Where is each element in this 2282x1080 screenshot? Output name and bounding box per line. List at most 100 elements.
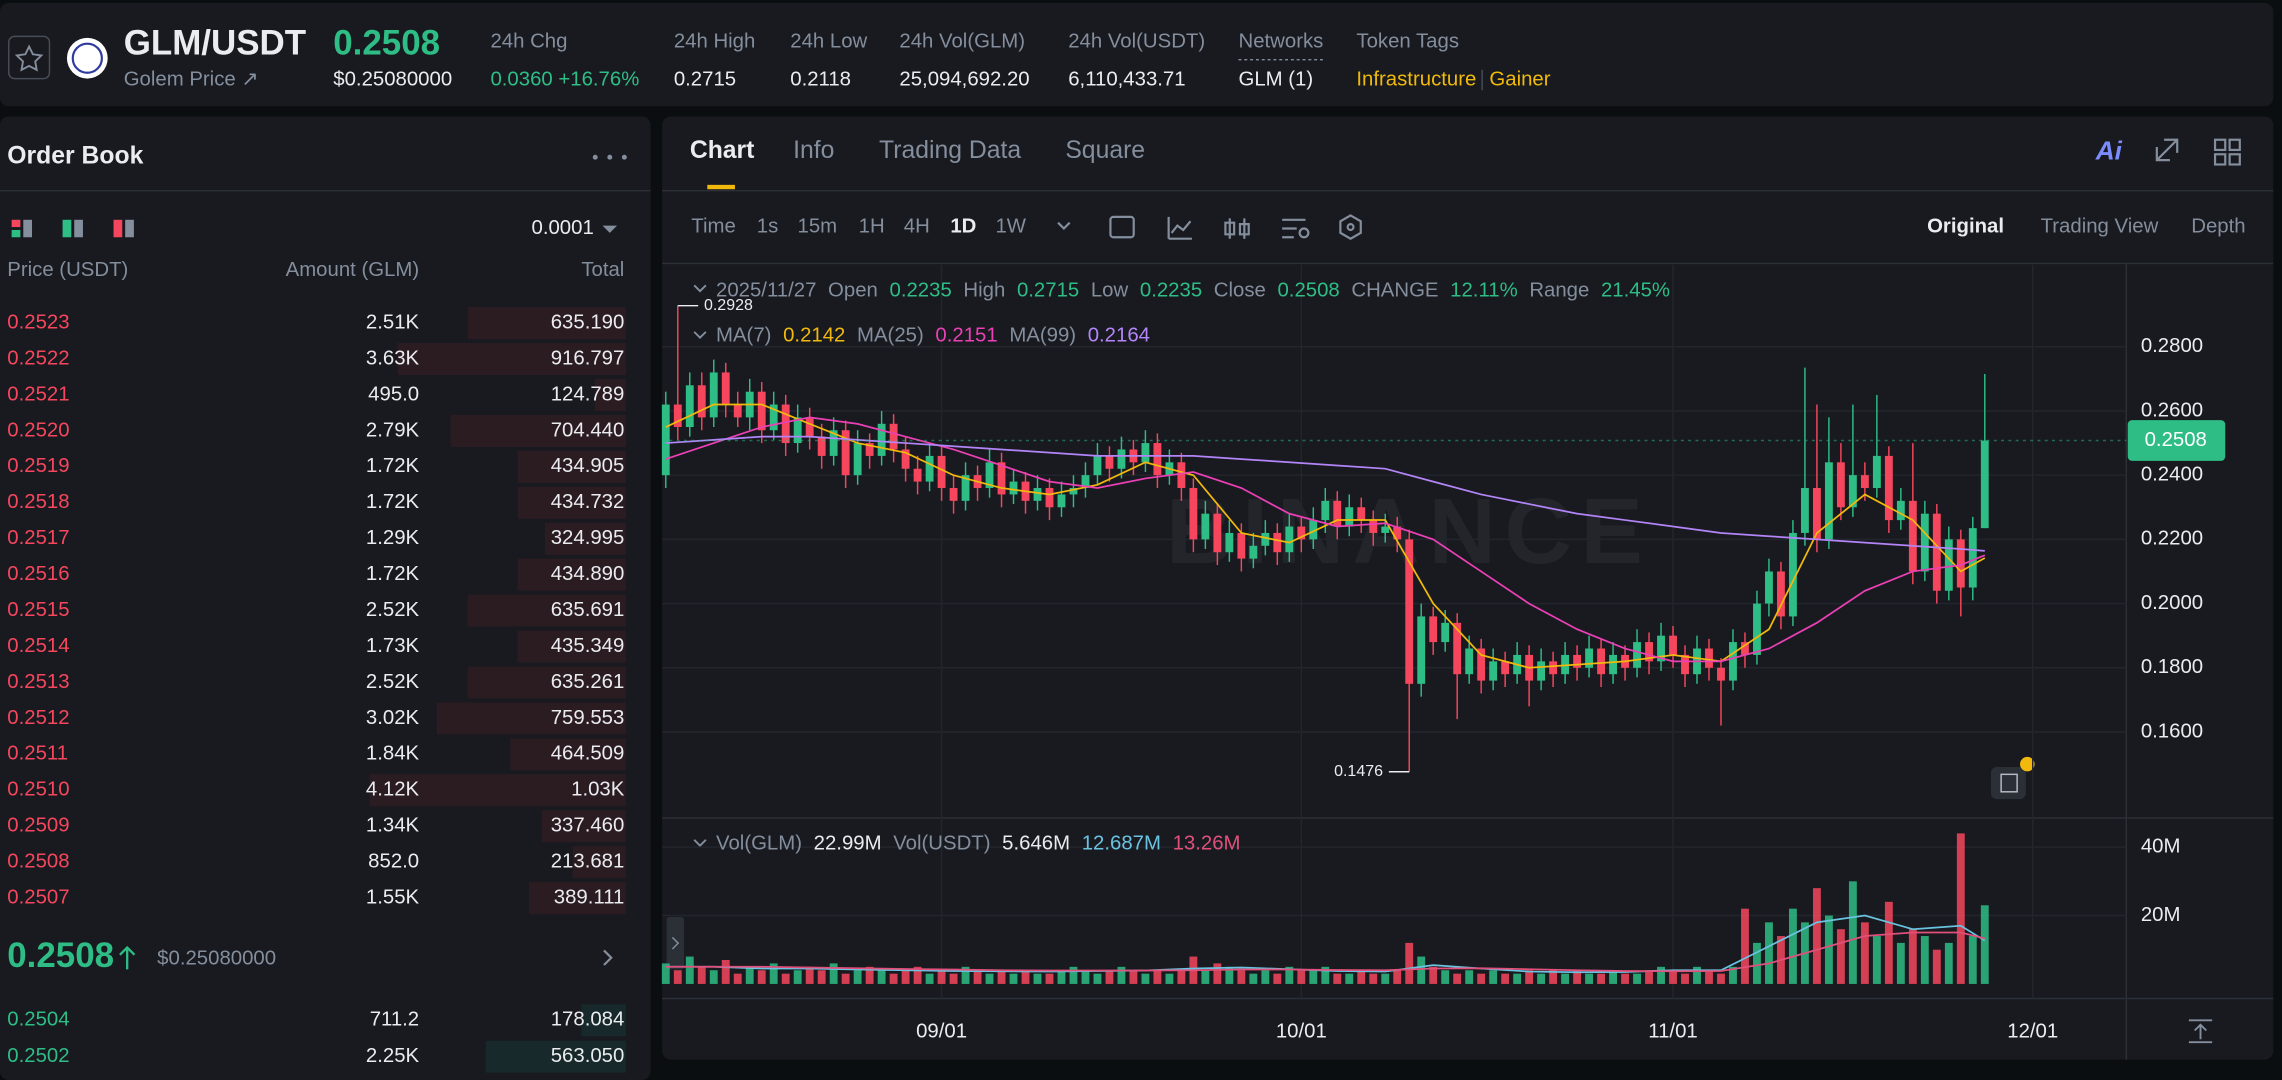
candle-body xyxy=(793,417,802,444)
candle-body xyxy=(1249,545,1258,559)
order-price[interactable]: 0.2504 xyxy=(7,1009,69,1031)
menu-dot[interactable] xyxy=(592,154,598,160)
stat-label: 24h Vol(GLM) xyxy=(899,31,1025,53)
price-link[interactable]: Golem Price ↗ xyxy=(124,68,259,90)
tab[interactable]: Info xyxy=(793,137,834,164)
legend-text: Vol(GLM) xyxy=(716,833,802,855)
volume-bar xyxy=(1597,973,1606,984)
interval[interactable]: 1H xyxy=(859,215,885,237)
view-option[interactable]: Depth xyxy=(2191,215,2245,237)
volume-bar xyxy=(901,970,910,984)
toolbar-icon[interactable] xyxy=(1109,215,1135,239)
order-price[interactable]: 0.2514 xyxy=(7,635,69,657)
precision-select[interactable]: 0.0001 xyxy=(532,217,594,239)
volume-bar xyxy=(1693,966,1701,984)
order-price[interactable]: 0.2513 xyxy=(7,671,69,693)
order-price[interactable]: 0.2522 xyxy=(7,347,69,369)
layout-icon[interactable] xyxy=(2213,138,2227,152)
icon-part xyxy=(74,219,83,238)
candle-body xyxy=(1956,539,1965,588)
news-button[interactable] xyxy=(1990,767,2026,800)
dropdown-caret[interactable] xyxy=(602,225,618,233)
view-option[interactable]: Original xyxy=(1927,215,2004,237)
order-price[interactable]: 0.2508 xyxy=(7,851,69,873)
candle-body xyxy=(1753,603,1761,655)
stat-value[interactable]: GLM (1) xyxy=(1239,68,1314,90)
favorite-button[interactable] xyxy=(8,35,51,80)
panel-title: Order Book xyxy=(7,143,143,170)
order-amount: 2.79K xyxy=(366,419,420,441)
menu-dot[interactable] xyxy=(607,154,613,160)
depth-bar xyxy=(517,486,626,519)
volume-ma-line xyxy=(665,914,1986,974)
tab[interactable]: Trading Data xyxy=(879,137,1021,164)
token-tag[interactable]: Infrastructure xyxy=(1356,68,1476,90)
ma-line xyxy=(665,435,1985,552)
ai-button[interactable]: Ai xyxy=(2095,136,2123,166)
volume-bar xyxy=(1081,970,1090,984)
toolbar-icon[interactable] xyxy=(1224,218,1250,239)
volume-bar xyxy=(757,970,766,984)
chevron[interactable] xyxy=(603,949,613,966)
layout-icon[interactable] xyxy=(2228,153,2241,166)
interval[interactable]: 4H xyxy=(904,215,930,237)
volume-bar xyxy=(721,959,730,984)
candle-body xyxy=(853,443,862,476)
order-price[interactable]: 0.2517 xyxy=(7,527,69,549)
last-price-usd: $0.25080000 xyxy=(333,68,452,90)
toolbar-icon[interactable] xyxy=(1282,218,1310,239)
token-tag[interactable]: Gainer xyxy=(1489,68,1550,90)
order-price[interactable]: 0.2516 xyxy=(7,563,69,585)
volume-bar xyxy=(817,970,826,984)
order-price[interactable]: 0.2519 xyxy=(7,455,69,477)
order-price[interactable]: 0.2521 xyxy=(7,383,69,405)
volume-bar xyxy=(1765,922,1773,984)
order-price[interactable]: 0.2507 xyxy=(7,886,69,908)
volume-bar xyxy=(1393,970,1402,984)
order-price[interactable]: 0.2518 xyxy=(7,491,69,513)
order-total: 213.681 xyxy=(551,851,625,873)
order-price[interactable]: 0.2510 xyxy=(7,779,69,801)
volume-bar xyxy=(745,966,754,984)
depth-bar xyxy=(517,630,626,663)
scroll-handle[interactable] xyxy=(666,916,685,970)
scale-button[interactable] xyxy=(2188,1019,2213,1044)
view-option[interactable]: Trading View xyxy=(2041,215,2159,237)
layout-icon[interactable] xyxy=(2228,138,2241,152)
order-price[interactable]: 0.2520 xyxy=(7,419,69,441)
candle-body xyxy=(1465,648,1474,675)
volume-bar xyxy=(1297,970,1306,984)
order-price[interactable]: 0.2515 xyxy=(7,599,69,621)
candle-body xyxy=(1453,622,1462,675)
order-price[interactable]: 0.2512 xyxy=(7,707,69,729)
toolbar-icon[interactable] xyxy=(1339,214,1362,240)
volume-bar xyxy=(1489,970,1498,984)
menu-dot[interactable] xyxy=(621,154,627,160)
interval[interactable]: 1D xyxy=(950,215,976,237)
candle-body xyxy=(1812,488,1821,540)
layout-icon[interactable] xyxy=(2213,153,2227,166)
icon-part xyxy=(23,219,33,238)
tab[interactable]: Square xyxy=(1065,137,1145,164)
order-price[interactable]: 0.2523 xyxy=(7,312,69,334)
volume-bar xyxy=(1968,936,1977,984)
interval[interactable]: 1W xyxy=(995,215,1026,237)
candle-body xyxy=(1033,488,1042,501)
interval[interactable]: 1s xyxy=(757,215,779,237)
order-price[interactable]: 0.2509 xyxy=(7,815,69,837)
volume-bar xyxy=(1321,966,1330,984)
candle-body xyxy=(1009,481,1018,495)
order-amount: 1.84K xyxy=(366,743,420,765)
legend-collapse-caret[interactable] xyxy=(693,284,707,847)
toolbar-icon[interactable] xyxy=(1167,216,1192,240)
interval[interactable]: 15m xyxy=(798,215,838,237)
candle-body xyxy=(1057,494,1066,508)
order-price[interactable]: 0.2511 xyxy=(7,743,68,765)
fullscreen-icon[interactable] xyxy=(2155,138,2179,162)
column-header: Total xyxy=(581,259,624,281)
volume-bar xyxy=(853,970,862,984)
order-price[interactable]: 0.2502 xyxy=(7,1045,69,1067)
tab[interactable]: Chart xyxy=(690,137,755,164)
interval-caret[interactable] xyxy=(1057,221,1071,231)
candle-body xyxy=(1681,654,1689,675)
